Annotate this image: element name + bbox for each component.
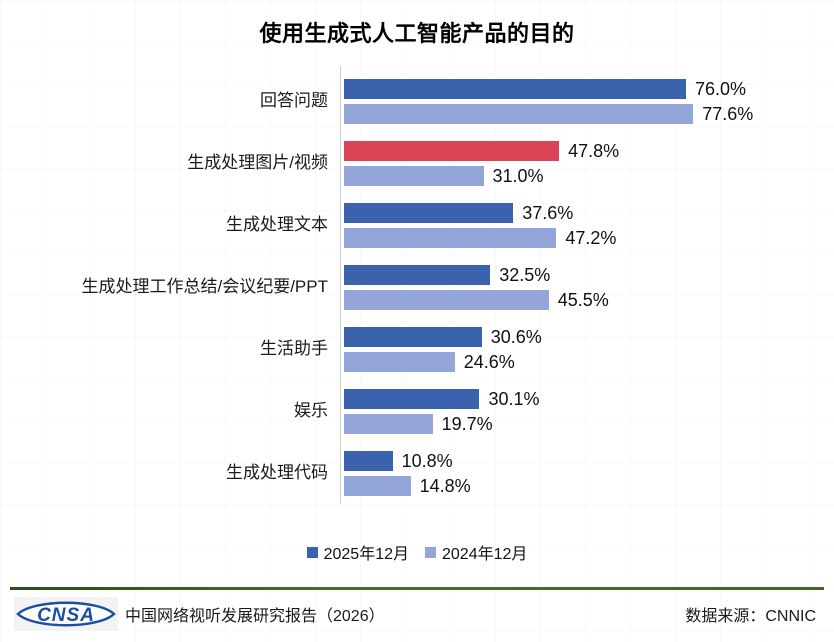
bar-line-2024: 31.0% <box>344 166 804 186</box>
bar-2025 <box>344 327 482 347</box>
legend-item: 2024年12月 <box>425 540 527 564</box>
footer-report-title: 中国网络视听发展研究报告（2026） <box>125 608 385 625</box>
value-label-2025: 10.8% <box>401 450 453 471</box>
chart-row: 回答问题 76.0% 77.6% <box>0 79 834 124</box>
bar-2024 <box>344 228 557 248</box>
category-bars: 32.5% 45.5% <box>344 265 804 310</box>
bar-2025 <box>344 265 491 285</box>
value-label-2025: 76.0% <box>695 78 747 99</box>
legend-label: 2024年12月 <box>442 546 528 563</box>
category-label: 生成处理文本 <box>226 215 328 235</box>
chart-legend: 2025年12月 2024年12月 <box>0 540 834 564</box>
category-bars: 10.8% 14.8% <box>344 451 804 496</box>
chart-row: 生成处理代码 10.8% 14.8% <box>0 451 834 496</box>
value-label-2025: 32.5% <box>499 264 551 285</box>
value-label-2025: 30.1% <box>488 388 540 409</box>
legend-item: 2025年12月 <box>306 540 409 564</box>
footer-left: CNSA 中国网络视听发展研究报告（2026） <box>14 597 385 631</box>
bar-2024 <box>344 104 694 124</box>
page-footer: CNSA 中国网络视听发展研究报告（2026） 数据来源：CNNIC <box>0 587 834 642</box>
y-axis-line <box>340 66 341 504</box>
bar-line-2025: 30.6% <box>344 327 804 347</box>
bar-2025 <box>344 389 480 409</box>
bar-2025 <box>344 141 560 161</box>
category-bars: 30.6% 24.6% <box>344 327 804 372</box>
bar-line-2025: 76.0% <box>344 79 804 99</box>
category-bars: 76.0% 77.6% <box>344 79 804 124</box>
cnsa-logo-icon: CNSA <box>14 597 118 631</box>
bar-2024 <box>344 166 484 186</box>
value-label-2025: 47.8% <box>568 140 620 161</box>
bar-2024 <box>344 352 455 372</box>
chart-row: 生成处理工作总结/会议纪要/PPT 32.5% 45.5% <box>0 265 834 310</box>
value-label-2024: 31.0% <box>492 165 544 186</box>
footer-content: CNSA 中国网络视听发展研究报告（2026） 数据来源：CNNIC <box>0 590 834 642</box>
svg-text:CNSA: CNSA <box>37 605 95 626</box>
footer-divider <box>10 587 824 590</box>
chart-row: 生成处理图片/视频 47.8% 31.0% <box>0 141 834 186</box>
bar-2024 <box>344 414 433 434</box>
value-label-2024: 47.2% <box>565 227 617 248</box>
category-label: 生成处理图片/视频 <box>187 153 328 173</box>
bar-line-2024: 45.5% <box>344 290 804 310</box>
value-label-2024: 77.6% <box>702 103 754 124</box>
legend-swatch-icon <box>306 546 318 558</box>
bar-line-2025: 47.8% <box>344 141 804 161</box>
chart-row: 生活助手 30.6% 24.6% <box>0 327 834 372</box>
category-label: 生成处理代码 <box>226 463 328 483</box>
value-label-2025: 37.6% <box>522 202 574 223</box>
bar-chart: 回答问题 76.0% 77.6% 生成处理图片/视频 47.8% 31.0% <box>0 66 834 504</box>
value-label-2024: 24.6% <box>463 351 515 372</box>
footer-data-source: 数据来源：CNNIC <box>685 608 816 625</box>
bar-line-2025: 30.1% <box>344 389 804 409</box>
bar-line-2024: 47.2% <box>344 228 804 248</box>
bar-line-2024: 19.7% <box>344 414 804 434</box>
chart-rows: 回答问题 76.0% 77.6% 生成处理图片/视频 47.8% 31.0% <box>0 79 834 496</box>
legend-swatch-icon <box>425 546 436 558</box>
legend-label: 2025年12月 <box>323 546 409 563</box>
category-bars: 37.6% 47.2% <box>344 203 804 248</box>
bar-2025 <box>344 79 686 99</box>
category-bars: 30.1% 19.7% <box>344 389 804 434</box>
bar-line-2025: 10.8% <box>344 451 804 471</box>
category-label: 生成处理工作总结/会议纪要/PPT <box>81 277 328 297</box>
chart-row: 生成处理文本 37.6% 47.2% <box>0 203 834 248</box>
bar-line-2024: 14.8% <box>344 476 804 496</box>
bar-2025 <box>344 203 514 223</box>
bar-line-2024: 24.6% <box>344 352 804 372</box>
value-label-2025: 30.6% <box>490 326 542 347</box>
bar-line-2025: 37.6% <box>344 203 804 223</box>
chart-title: 使用生成式人工智能产品的目的 <box>259 21 575 46</box>
category-label: 回答问题 <box>260 91 328 111</box>
bar-line-2024: 77.6% <box>344 104 804 124</box>
value-label-2024: 45.5% <box>557 289 609 310</box>
category-bars: 47.8% 31.0% <box>344 141 804 186</box>
chart-row: 娱乐 30.1% 19.7% <box>0 389 834 434</box>
bar-2024 <box>344 476 411 496</box>
bar-2024 <box>344 290 549 310</box>
value-label-2024: 14.8% <box>419 475 471 496</box>
bar-line-2025: 32.5% <box>344 265 804 285</box>
category-label: 生活助手 <box>260 339 328 359</box>
category-label: 娱乐 <box>294 401 328 421</box>
value-label-2024: 19.7% <box>441 413 493 434</box>
bar-2025 <box>344 451 393 471</box>
